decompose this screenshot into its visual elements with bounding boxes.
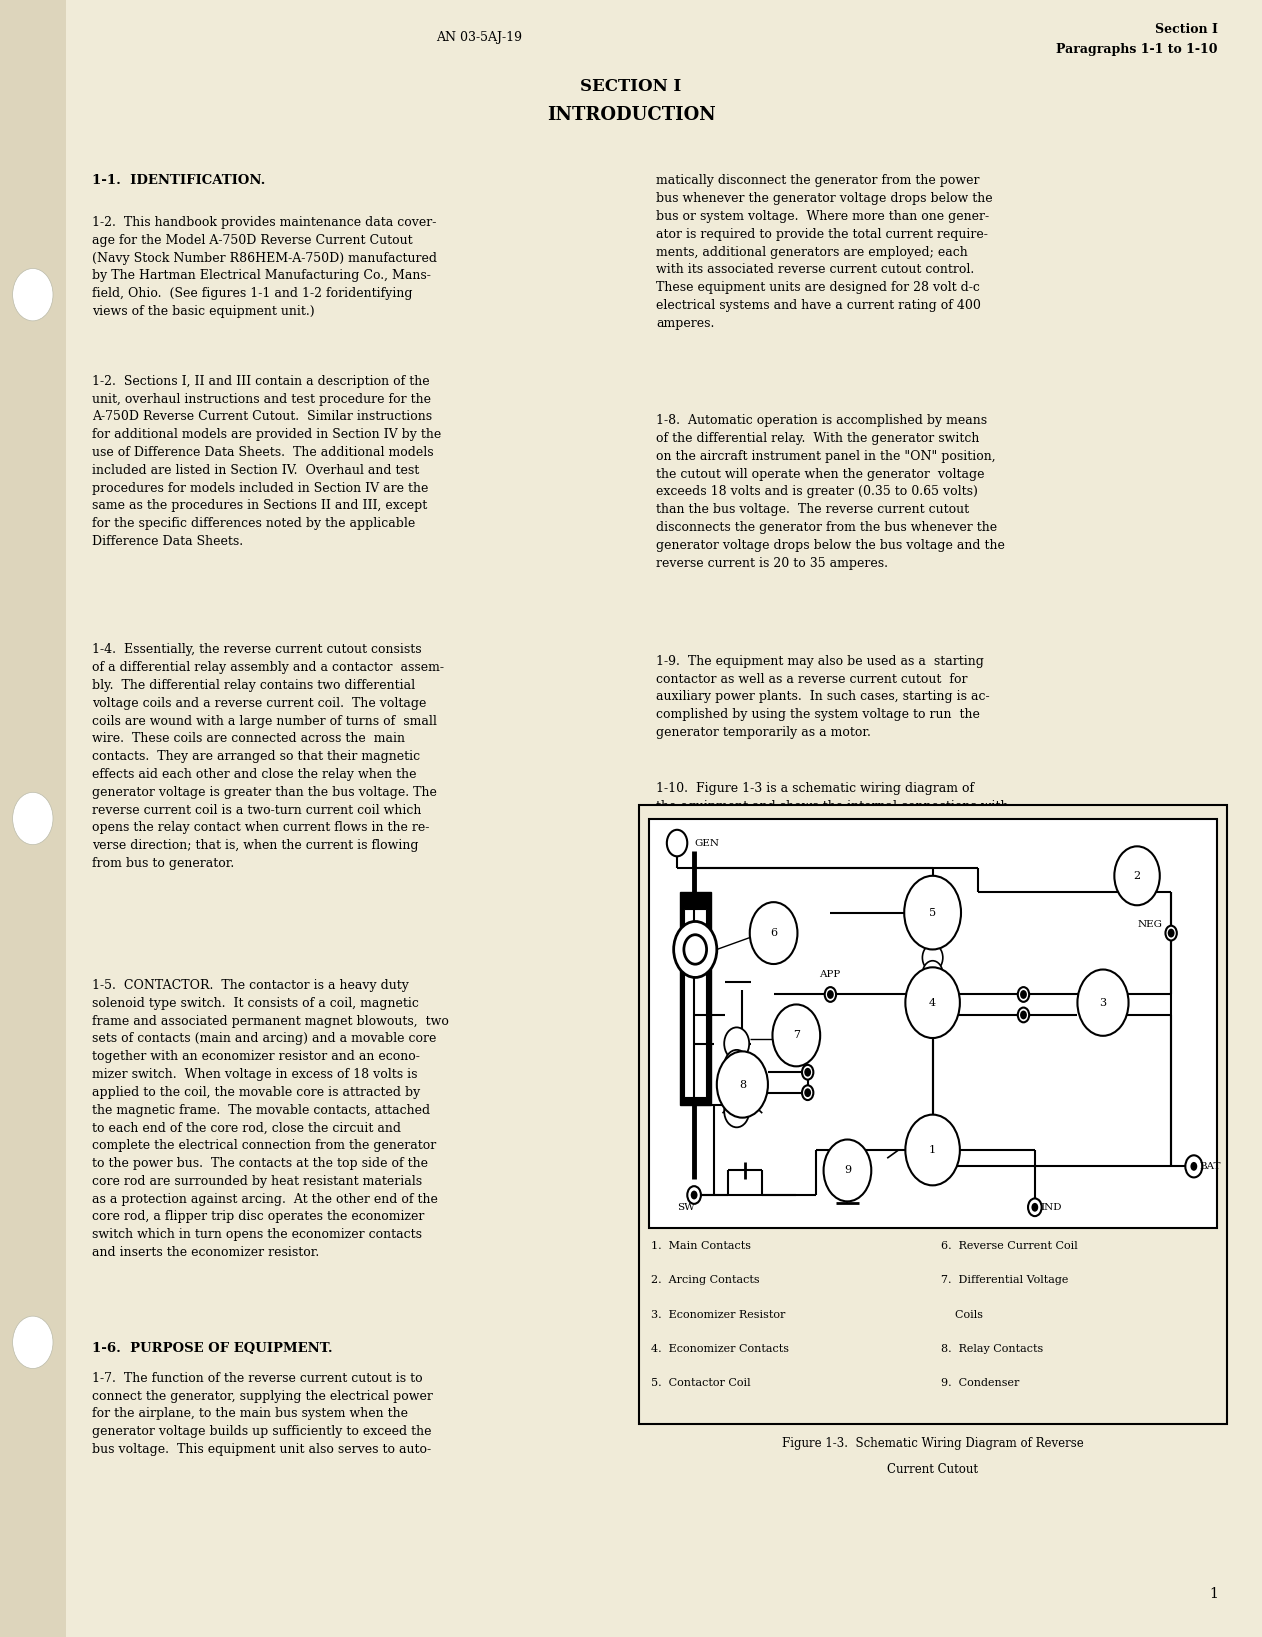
Circle shape [905,967,960,1038]
Text: 3.  Economizer Resistor: 3. Economizer Resistor [651,1310,785,1319]
Text: 7.  Differential Voltage: 7. Differential Voltage [941,1275,1069,1285]
Text: 9: 9 [844,1166,851,1175]
Circle shape [724,1095,750,1128]
Text: Section I: Section I [1155,23,1218,36]
Circle shape [923,945,943,971]
Circle shape [1078,969,1128,1036]
Circle shape [1166,927,1177,940]
Text: GEN: GEN [694,838,719,848]
Circle shape [724,1049,750,1082]
Circle shape [674,922,717,977]
Bar [639,805,1227,1424]
Circle shape [1185,1156,1203,1177]
Circle shape [1031,1203,1039,1211]
Circle shape [666,830,688,856]
Text: 2.  Arcing Contacts: 2. Arcing Contacts [651,1275,760,1285]
Text: 9.  Condenser: 9. Condenser [941,1378,1020,1388]
Circle shape [750,902,798,964]
Circle shape [688,1187,700,1203]
Bar [649,818,1217,1228]
Bar [0,0,66,1637]
Circle shape [1017,1007,1030,1021]
Text: 1-6.  PURPOSE OF EQUIPMENT.: 1-6. PURPOSE OF EQUIPMENT. [92,1342,333,1355]
Circle shape [803,1085,814,1100]
Text: 8.  Relay Contacts: 8. Relay Contacts [941,1344,1044,1354]
Text: 2: 2 [1133,871,1141,881]
Text: 6.  Reverse Current Coil: 6. Reverse Current Coil [941,1241,1078,1251]
Text: SECTION I: SECTION I [581,79,681,95]
Text: 1-9.  The equipment may also be used as a  starting
contactor as well as a rever: 1-9. The equipment may also be used as a… [656,655,989,738]
Text: Figure 1-3.  Schematic Wiring Diagram of Reverse: Figure 1-3. Schematic Wiring Diagram of … [781,1437,1084,1450]
Circle shape [923,977,943,1003]
Text: Paragraphs 1-1 to 1-10: Paragraphs 1-1 to 1-10 [1056,43,1218,56]
Circle shape [804,1089,811,1097]
Circle shape [772,1005,820,1066]
Circle shape [923,961,943,987]
Circle shape [827,990,834,999]
Text: 4: 4 [929,997,936,1008]
Text: matically disconnect the generator from the power
bus whenever the generator vol: matically disconnect the generator from … [656,174,993,329]
Circle shape [13,1316,53,1369]
Circle shape [724,1028,750,1059]
Circle shape [1017,987,1030,1002]
Text: SW: SW [676,1203,695,1211]
Text: 3: 3 [1099,997,1107,1008]
Text: NEG: NEG [1137,920,1162,930]
Text: APP: APP [819,969,840,979]
Text: 6: 6 [770,928,777,938]
Text: BAT: BAT [1199,1162,1222,1170]
Text: 1.  Main Contacts: 1. Main Contacts [651,1241,751,1251]
Circle shape [1114,846,1160,905]
Text: 8: 8 [738,1079,746,1090]
Circle shape [684,935,707,964]
Bar [684,909,705,1097]
Circle shape [724,1072,750,1105]
Text: AN 03-5AJ-19: AN 03-5AJ-19 [437,31,522,44]
Text: 1-7.  The function of the reverse current cutout is to
connect the generator, su: 1-7. The function of the reverse current… [92,1372,433,1455]
Text: 1-2.  Sections I, II and III contain a description of the
unit, overhaul instruc: 1-2. Sections I, II and III contain a de… [92,375,442,548]
Text: 1-1.  IDENTIFICATION.: 1-1. IDENTIFICATION. [92,174,265,187]
Text: 1-10.  Figure 1-3 is a schematic wiring diagram of
the equipment and shows the i: 1-10. Figure 1-3 is a schematic wiring d… [656,782,1008,814]
Text: Current Cutout: Current Cutout [887,1463,978,1477]
Circle shape [690,1190,698,1200]
Circle shape [803,1066,814,1080]
Circle shape [717,1051,769,1118]
Circle shape [1190,1162,1198,1170]
Text: 1: 1 [929,1144,936,1156]
Circle shape [1020,1010,1027,1020]
Text: 7: 7 [793,1030,800,1041]
Text: 1-8.  Automatic operation is accomplished by means
of the differential relay.  W: 1-8. Automatic operation is accomplished… [656,414,1005,570]
Circle shape [825,987,837,1002]
Text: 1-5.  CONTACTOR.  The contactor is a heavy duty
solenoid type switch.  It consis: 1-5. CONTACTOR. The contactor is a heavy… [92,979,449,1259]
Circle shape [1020,990,1027,999]
Text: 5: 5 [929,907,936,918]
Text: 4.  Economizer Contacts: 4. Economizer Contacts [651,1344,789,1354]
Circle shape [1167,928,1175,938]
Text: 1-2.  This handbook provides maintenance data cover-
age for the Model A-750D Re: 1-2. This handbook provides maintenance … [92,216,437,318]
Text: Coils: Coils [941,1310,983,1319]
Text: 1-4.  Essentially, the reverse current cutout consists
of a differential relay a: 1-4. Essentially, the reverse current cu… [92,643,444,869]
Circle shape [804,1067,811,1077]
Circle shape [1029,1198,1041,1216]
Circle shape [904,876,962,949]
Circle shape [824,1139,871,1202]
Text: INTRODUCTION: INTRODUCTION [546,106,716,124]
Bar [680,892,712,1105]
Circle shape [905,1115,960,1185]
Text: 1: 1 [1209,1586,1218,1601]
Text: 5.  Contactor Coil: 5. Contactor Coil [651,1378,751,1388]
Circle shape [13,792,53,845]
Circle shape [13,268,53,321]
Text: IND: IND [1040,1203,1063,1211]
